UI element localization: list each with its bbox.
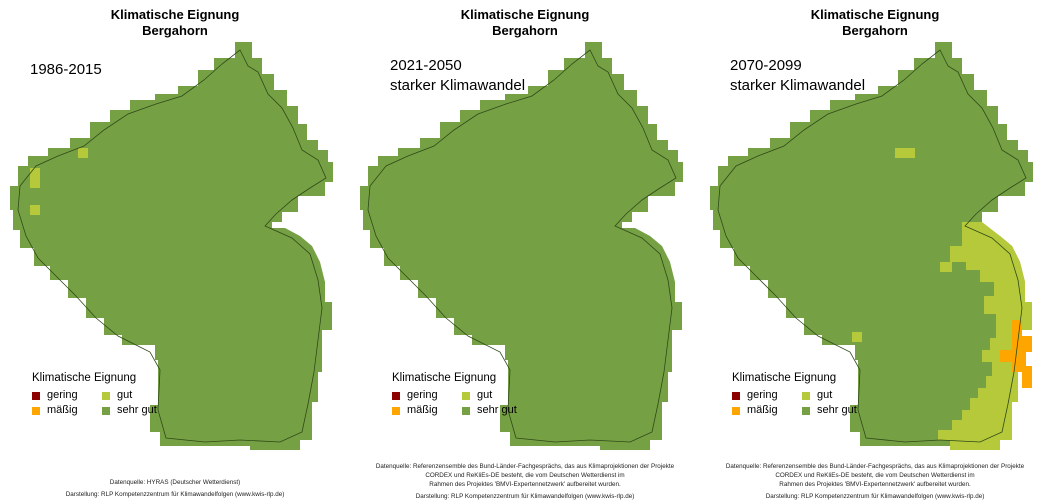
swatch-gering-icon: [392, 391, 400, 400]
legend-item-maessig: mäßig: [732, 404, 802, 417]
cell-gut: [852, 332, 862, 342]
swatch-gut-icon: [802, 391, 810, 400]
suitability-map: [10, 42, 333, 450]
legend-item-gering: gering: [392, 389, 462, 402]
suitability-map: [710, 42, 1033, 450]
legend-item-sehr-gut: sehr gut: [462, 404, 542, 417]
map-panel-1986-2015: Klimatische Eignung Bergahorn 1986-2015 …: [0, 0, 350, 500]
swatch-gering-icon: [32, 391, 40, 400]
legend-item-sehr-gut: sehr gut: [802, 404, 882, 417]
legend-item-maessig: mäßig: [32, 404, 102, 417]
data-source: Datenquelle: HYRAS (Deutscher Wetterdien…: [0, 478, 350, 499]
legend-item-maessig: mäßig: [392, 404, 462, 417]
credit-line: Darstellung: RLP Kompetenzzentrum für Kl…: [65, 491, 285, 498]
legend-item-gering: gering: [732, 389, 802, 402]
swatch-maessig-icon: [392, 406, 400, 415]
period-label: 2070-2099 starker Klimawandel: [730, 57, 866, 94]
map-title: Klimatische Eignung Bergahorn: [110, 7, 240, 38]
map-panel-2021-2050: Klimatische Eignung Bergahorn 2021-2050 …: [350, 0, 700, 500]
cell-gut: [30, 178, 40, 188]
region-gut: [938, 222, 1032, 450]
legend-title: Klimatische Eignung: [732, 372, 837, 384]
period-label: 2021-2050 starker Klimawandel: [390, 57, 526, 94]
swatch-gut-icon: [102, 391, 110, 400]
map-title: Klimatische Eignung Bergahorn: [460, 7, 590, 38]
legend-item-gut: gut: [802, 389, 882, 402]
swatch-sehr-gut-icon: [802, 406, 810, 415]
cell-gut: [940, 262, 952, 272]
swatch-gut-icon: [462, 391, 470, 400]
map-panel-2070-2099: Klimatische Eignung Bergahorn 2070-2099 …: [700, 0, 1050, 500]
cell-gut: [895, 148, 915, 158]
data-source: Datenquelle: Referenzensemble des Bund-L…: [350, 462, 700, 501]
legend-item-gering: gering: [32, 389, 102, 402]
legend-item-gut: gut: [462, 389, 542, 402]
map-title: Klimatische Eignung Bergahorn: [810, 7, 940, 38]
cell-gut: [78, 148, 88, 158]
swatch-sehr-gut-icon: [462, 406, 470, 415]
swatch-maessig-icon: [732, 406, 740, 415]
period-label: 1986-2015: [30, 61, 102, 78]
swatch-sehr-gut-icon: [102, 406, 110, 415]
credit-line: Darstellung: RLP Kompetenzzentrum für Kl…: [765, 493, 985, 500]
legend-item-sehr-gut: sehr gut: [102, 404, 182, 417]
data-source: Datenquelle: Referenzensemble des Bund-L…: [700, 462, 1050, 501]
cell-gut: [30, 168, 40, 178]
legend: Klimatische Eignung gering gut mäßig seh…: [32, 372, 182, 417]
legend: Klimatische Eignung gering gut mäßig seh…: [732, 372, 882, 417]
legend-item-gut: gut: [102, 389, 182, 402]
legend-title: Klimatische Eignung: [392, 372, 497, 384]
credit-line: Darstellung: RLP Kompetenzzentrum für Kl…: [415, 493, 635, 500]
cell-gut: [30, 205, 40, 215]
legend-title: Klimatische Eignung: [32, 372, 137, 384]
legend: Klimatische Eignung gering gut mäßig seh…: [392, 372, 542, 417]
swatch-gering-icon: [732, 391, 740, 400]
swatch-maessig-icon: [32, 406, 40, 415]
